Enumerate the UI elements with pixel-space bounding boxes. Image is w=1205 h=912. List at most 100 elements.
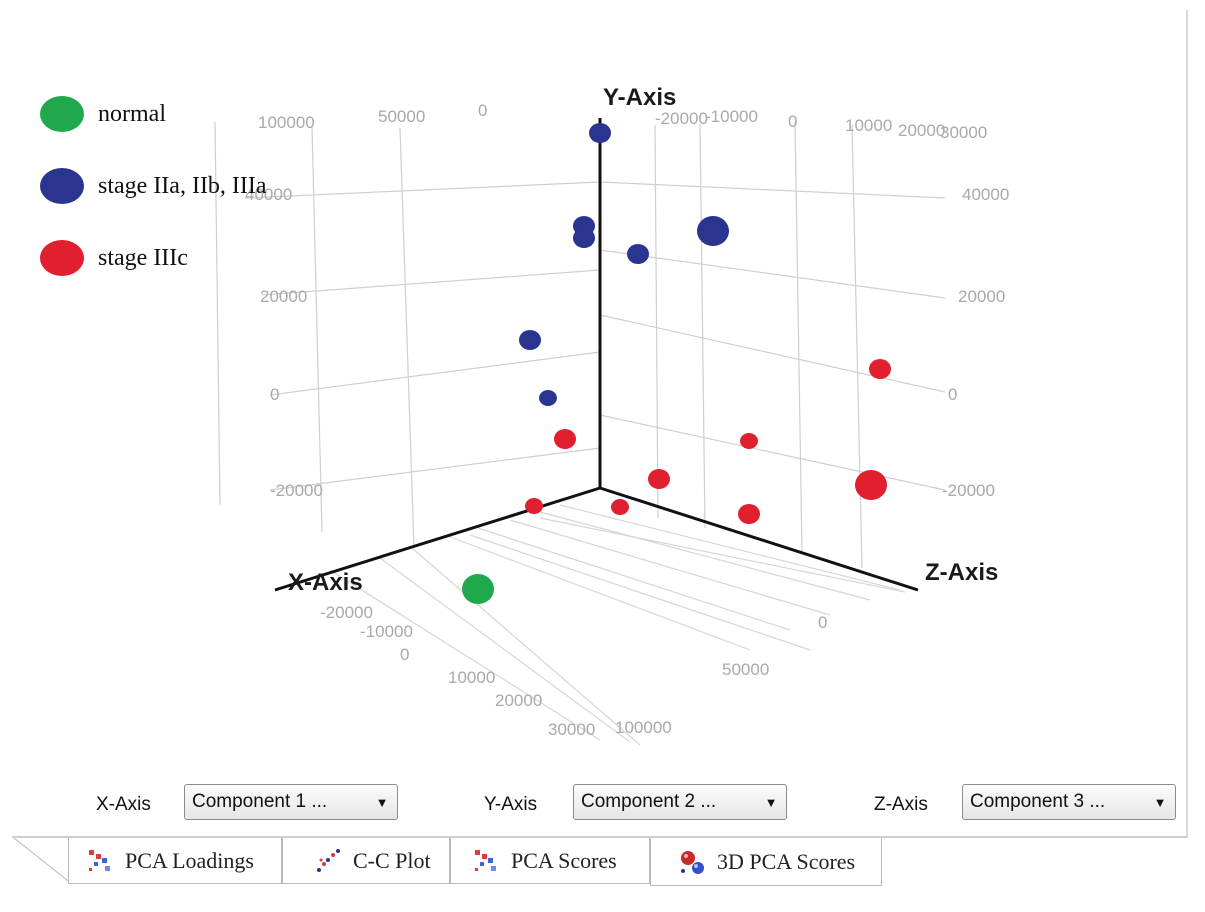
- z-axis-title: Z-Axis: [925, 559, 998, 586]
- scatter-pca-icon: [475, 849, 496, 871]
- grid-line: [794, 121, 803, 553]
- grid-line: [599, 414, 946, 491]
- back-top-tick-label: 0: [788, 112, 797, 131]
- data-point: [740, 433, 758, 449]
- axis-titles: X-Axis Y-Axis Z-Axis: [288, 84, 998, 596]
- x-floor-tick-label: -10000: [360, 622, 413, 641]
- data-point: [573, 228, 595, 248]
- legend: normal stage IIa, IIb, IIIa stage IIIc: [40, 78, 267, 294]
- left-y-tick-label: -20000: [270, 481, 323, 500]
- z-axis-select[interactable]: Component 3 ... ▼: [962, 784, 1176, 820]
- legend-label-normal: normal: [98, 100, 166, 127]
- x-axis-title: X-Axis: [288, 569, 363, 596]
- tab-label-cc-plot: C-C Plot: [353, 847, 431, 873]
- axis-lines: [274, 118, 919, 592]
- view-tabs: PCA Loadings C-C Plot PCA Scores 3D PCA …: [12, 838, 1202, 886]
- legend-label-stage-iiic: stage IIIc: [98, 244, 188, 271]
- back-top-tick-label: 30000: [940, 123, 987, 142]
- data-point: [627, 244, 649, 264]
- z-floor-tick-label: 50000: [722, 660, 769, 679]
- data-point: [554, 429, 576, 449]
- grid-line: [599, 181, 946, 199]
- tab-3d-pca-scores[interactable]: 3D PCA Scores: [650, 838, 882, 886]
- legend-item-stage-iiic: stage IIIc: [40, 222, 267, 294]
- grid-line: [851, 124, 863, 569]
- grid-line: [214, 121, 221, 506]
- grid-line: [559, 504, 901, 591]
- x-floor-tick-label: 10000: [448, 668, 495, 687]
- plot-panel[interactable]: 100000 50000 0 -20000 -10000 0 10000 20000 30000…: [12, 10, 1188, 838]
- right-y-tick-label: 0: [948, 385, 957, 404]
- scatter-cc-icon: [317, 848, 340, 872]
- grid-line: [244, 181, 601, 199]
- y-axis-select[interactable]: Component 2 ... ▼: [573, 784, 787, 820]
- tab-pca-loadings[interactable]: PCA Loadings: [68, 838, 282, 884]
- grid-line: [329, 569, 601, 741]
- data-point: [589, 123, 611, 143]
- x-floor-tick-label: -20000: [320, 603, 373, 622]
- grid-line: [599, 314, 946, 393]
- back-top-tick-label: 0: [478, 101, 487, 120]
- grid-line: [469, 534, 811, 651]
- right-y-tick-label: 40000: [962, 185, 1009, 204]
- z-axis-line: [599, 486, 919, 592]
- back-top-tick-label: -20000: [655, 109, 708, 128]
- dropdown-arrow-icon[interactable]: ▼: [1153, 794, 1167, 810]
- axis-controls: X-Axis Component 1 ... ▼ Y-Axis Componen…: [0, 784, 1205, 824]
- dropdown-arrow-icon[interactable]: ▼: [375, 794, 389, 810]
- scatter-3d-plot[interactable]: 100000 50000 0 -20000-10000 0 10000 2000030000…: [12, 10, 1188, 790]
- data-point: [519, 330, 541, 350]
- scatter-pca-icon: [89, 849, 110, 871]
- right-y-tick-label: -20000: [942, 481, 995, 500]
- back-top-tick-label: -10000: [705, 107, 758, 126]
- grid-line: [539, 517, 906, 593]
- grid-lines: [214, 121, 946, 746]
- grid-line: [509, 519, 831, 616]
- spheres-3d-icon: [681, 851, 704, 874]
- dropdown-arrow-icon[interactable]: ▼: [764, 794, 778, 810]
- legend-swatch-normal: [40, 96, 84, 132]
- tab-label-pca-scores: PCA Scores: [511, 847, 617, 873]
- data-point: [611, 499, 629, 515]
- grid-line: [399, 127, 415, 549]
- data-point: [869, 359, 891, 379]
- z-floor-tick-label: 0: [818, 613, 827, 632]
- z-axis-select-value: Component 3 ...: [970, 791, 1106, 812]
- z-axis-control-label: Z-Axis: [874, 794, 928, 815]
- x-floor-tick-label: 0: [400, 645, 409, 664]
- tab-corner-decoration: [13, 838, 73, 885]
- left-y-tick-label: 0: [270, 385, 279, 404]
- x-axis-line: [274, 486, 601, 592]
- legend-item-stage-ii: stage IIa, IIb, IIIa: [40, 150, 267, 222]
- data-point: [855, 470, 887, 500]
- data-point: [525, 498, 543, 514]
- legend-swatch-stage-ii: [40, 168, 84, 204]
- data-point: [648, 469, 670, 489]
- back-top-tick-label: 10000: [845, 116, 892, 135]
- data-points: [462, 123, 891, 604]
- grid-line: [261, 269, 601, 296]
- x-floor-tick-label: 30000: [548, 720, 595, 739]
- x-axis-control-label: X-Axis: [96, 794, 151, 815]
- tab-cc-plot[interactable]: C-C Plot: [282, 838, 450, 884]
- legend-label-stage-ii: stage IIa, IIb, IIIa: [98, 172, 267, 199]
- tab-pca-scores[interactable]: PCA Scores: [450, 838, 650, 884]
- grid-line: [699, 123, 706, 529]
- grid-line: [444, 534, 751, 651]
- legend-item-normal: normal: [40, 78, 267, 150]
- back-top-tick-label: 20000: [898, 121, 945, 140]
- grid-line: [411, 547, 641, 746]
- data-point: [462, 574, 494, 604]
- data-point: [738, 504, 760, 524]
- tab-label-pca-loadings: PCA Loadings: [125, 847, 254, 873]
- tab-label-3d-pca-scores: 3D PCA Scores: [717, 849, 856, 874]
- x-axis-select[interactable]: Component 1 ... ▼: [184, 784, 398, 820]
- legend-swatch-stage-iiic: [40, 240, 84, 276]
- y-axis-select-value: Component 2 ...: [581, 791, 717, 812]
- data-point: [697, 216, 729, 246]
- x-floor-tick-label: 20000: [495, 691, 542, 710]
- tick-labels: 100000 50000 0 -20000-10000 0 10000 2000030000…: [245, 101, 1009, 739]
- grid-line: [599, 249, 946, 299]
- back-top-tick-label: 100000: [258, 113, 315, 132]
- y-axis-control-label: Y-Axis: [484, 794, 538, 815]
